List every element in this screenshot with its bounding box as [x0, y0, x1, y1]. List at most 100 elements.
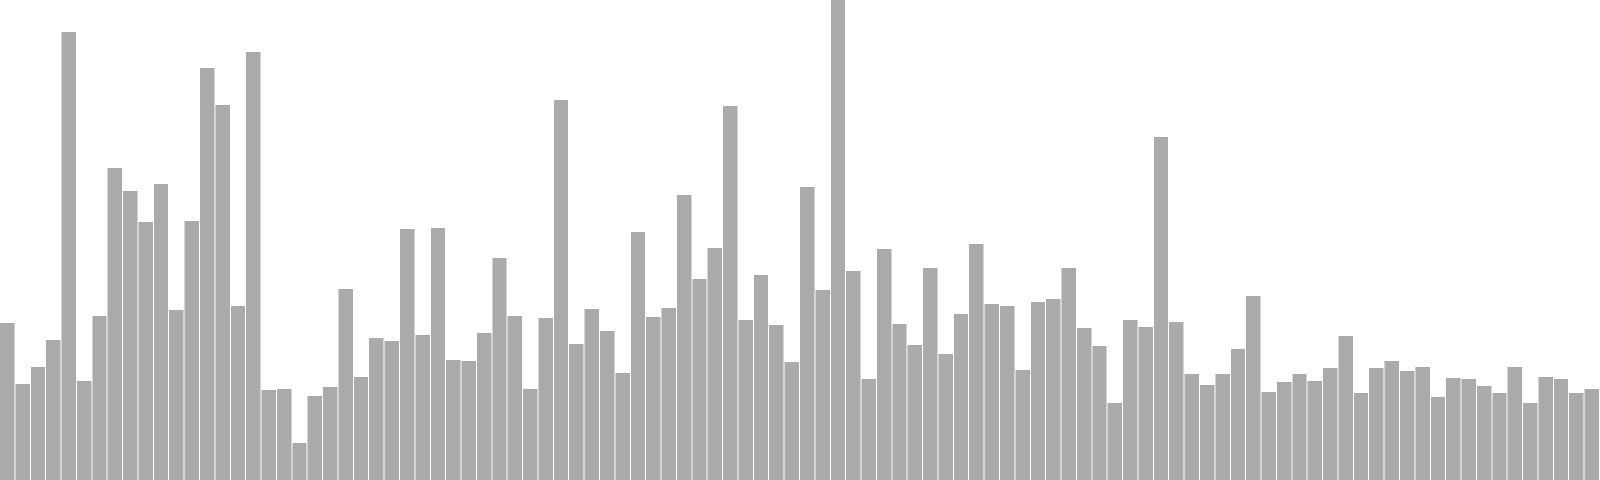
- bar-47: [723, 106, 738, 480]
- bar-89: [1369, 368, 1384, 480]
- bar-14: [215, 105, 230, 480]
- bar-31: [476, 333, 492, 480]
- bar-82: [1261, 392, 1276, 480]
- bar-72: [1107, 403, 1123, 480]
- bar-59: [907, 345, 923, 480]
- bar-66: [1015, 370, 1030, 480]
- bar-97: [1492, 393, 1507, 480]
- bar-98: [1507, 367, 1523, 480]
- bar-37: [569, 344, 584, 480]
- bar-8: [123, 191, 138, 480]
- bar-6: [92, 316, 107, 480]
- bar-76: [1169, 322, 1184, 480]
- bar-73: [1123, 320, 1138, 480]
- bar-69: [1061, 268, 1076, 480]
- bar-44: [676, 195, 692, 480]
- bar-100: [1538, 377, 1553, 480]
- bar-102: [1569, 393, 1584, 480]
- bar-20: [307, 396, 323, 480]
- bar-88: [1353, 393, 1369, 480]
- bar-75: [1153, 137, 1169, 480]
- bar-39: [600, 331, 615, 480]
- bar-52: [800, 187, 815, 480]
- bar-33: [507, 316, 523, 480]
- bar-3: [46, 340, 61, 480]
- bar-26: [400, 229, 415, 480]
- bar-63: [969, 244, 984, 480]
- bar-49: [753, 275, 769, 480]
- bar-64: [984, 304, 999, 480]
- bar-36: [553, 100, 569, 480]
- bar-70: [1076, 328, 1092, 480]
- bar-23: [353, 377, 369, 480]
- bar-51: [784, 362, 799, 480]
- bar-99: [1523, 403, 1538, 480]
- bar-71: [1092, 346, 1107, 480]
- bar-84: [1292, 374, 1307, 480]
- bar-67: [1030, 302, 1046, 480]
- bar-41: [630, 232, 646, 480]
- bar-40: [615, 373, 630, 480]
- bar-58: [892, 324, 907, 480]
- bar-60: [923, 268, 938, 480]
- bar-96: [1476, 386, 1492, 480]
- bar-1: [15, 384, 30, 480]
- bar-19: [292, 443, 307, 480]
- bar-74: [1138, 327, 1153, 480]
- bar-79: [1215, 374, 1230, 480]
- bar-2: [30, 367, 46, 480]
- bar-48: [738, 320, 753, 480]
- bar-65: [1000, 306, 1015, 480]
- bar-61: [938, 354, 953, 480]
- bar-43: [661, 308, 676, 480]
- bar-85: [1307, 381, 1323, 480]
- bar-53: [815, 290, 830, 480]
- bar-9: [138, 222, 153, 480]
- bar-86: [1323, 368, 1338, 480]
- bar-35: [538, 318, 553, 480]
- bar-11: [169, 310, 184, 480]
- bar-27: [415, 335, 430, 480]
- bar-5: [76, 381, 92, 480]
- bar-17: [261, 390, 276, 480]
- bar-22: [338, 289, 353, 480]
- bar-50: [769, 325, 784, 480]
- bar-24: [369, 338, 384, 480]
- bar-68: [1046, 299, 1061, 480]
- bar-87: [1338, 336, 1353, 480]
- bar-4: [61, 32, 76, 480]
- bar-32: [492, 258, 507, 480]
- bar-30: [461, 361, 476, 480]
- bar-21: [323, 387, 338, 480]
- bar-103: [1584, 389, 1599, 480]
- bar-12: [184, 221, 199, 480]
- bar-42: [646, 317, 661, 480]
- bar-81: [1246, 296, 1261, 480]
- bar-13: [200, 68, 215, 480]
- bar-34: [523, 389, 538, 480]
- bar-25: [384, 341, 399, 480]
- bar-54: [830, 0, 846, 480]
- bar-0: [0, 323, 15, 480]
- bar-95: [1461, 379, 1476, 480]
- bar-90: [1384, 361, 1399, 480]
- bar-28: [430, 228, 446, 480]
- bar-10: [153, 184, 169, 480]
- bar-29: [446, 360, 461, 480]
- bar-38: [584, 309, 599, 480]
- bar-16: [246, 52, 261, 480]
- bar-46: [707, 248, 723, 480]
- bar-80: [1230, 349, 1246, 480]
- bar-77: [1184, 374, 1199, 480]
- bar-94: [1446, 378, 1461, 480]
- bar-57: [876, 249, 892, 480]
- bar-83: [1276, 382, 1292, 480]
- bar-56: [861, 379, 876, 480]
- bar-93: [1430, 397, 1446, 480]
- bar-15: [230, 306, 246, 480]
- bar-78: [1200, 385, 1215, 480]
- bar-91: [1400, 371, 1415, 480]
